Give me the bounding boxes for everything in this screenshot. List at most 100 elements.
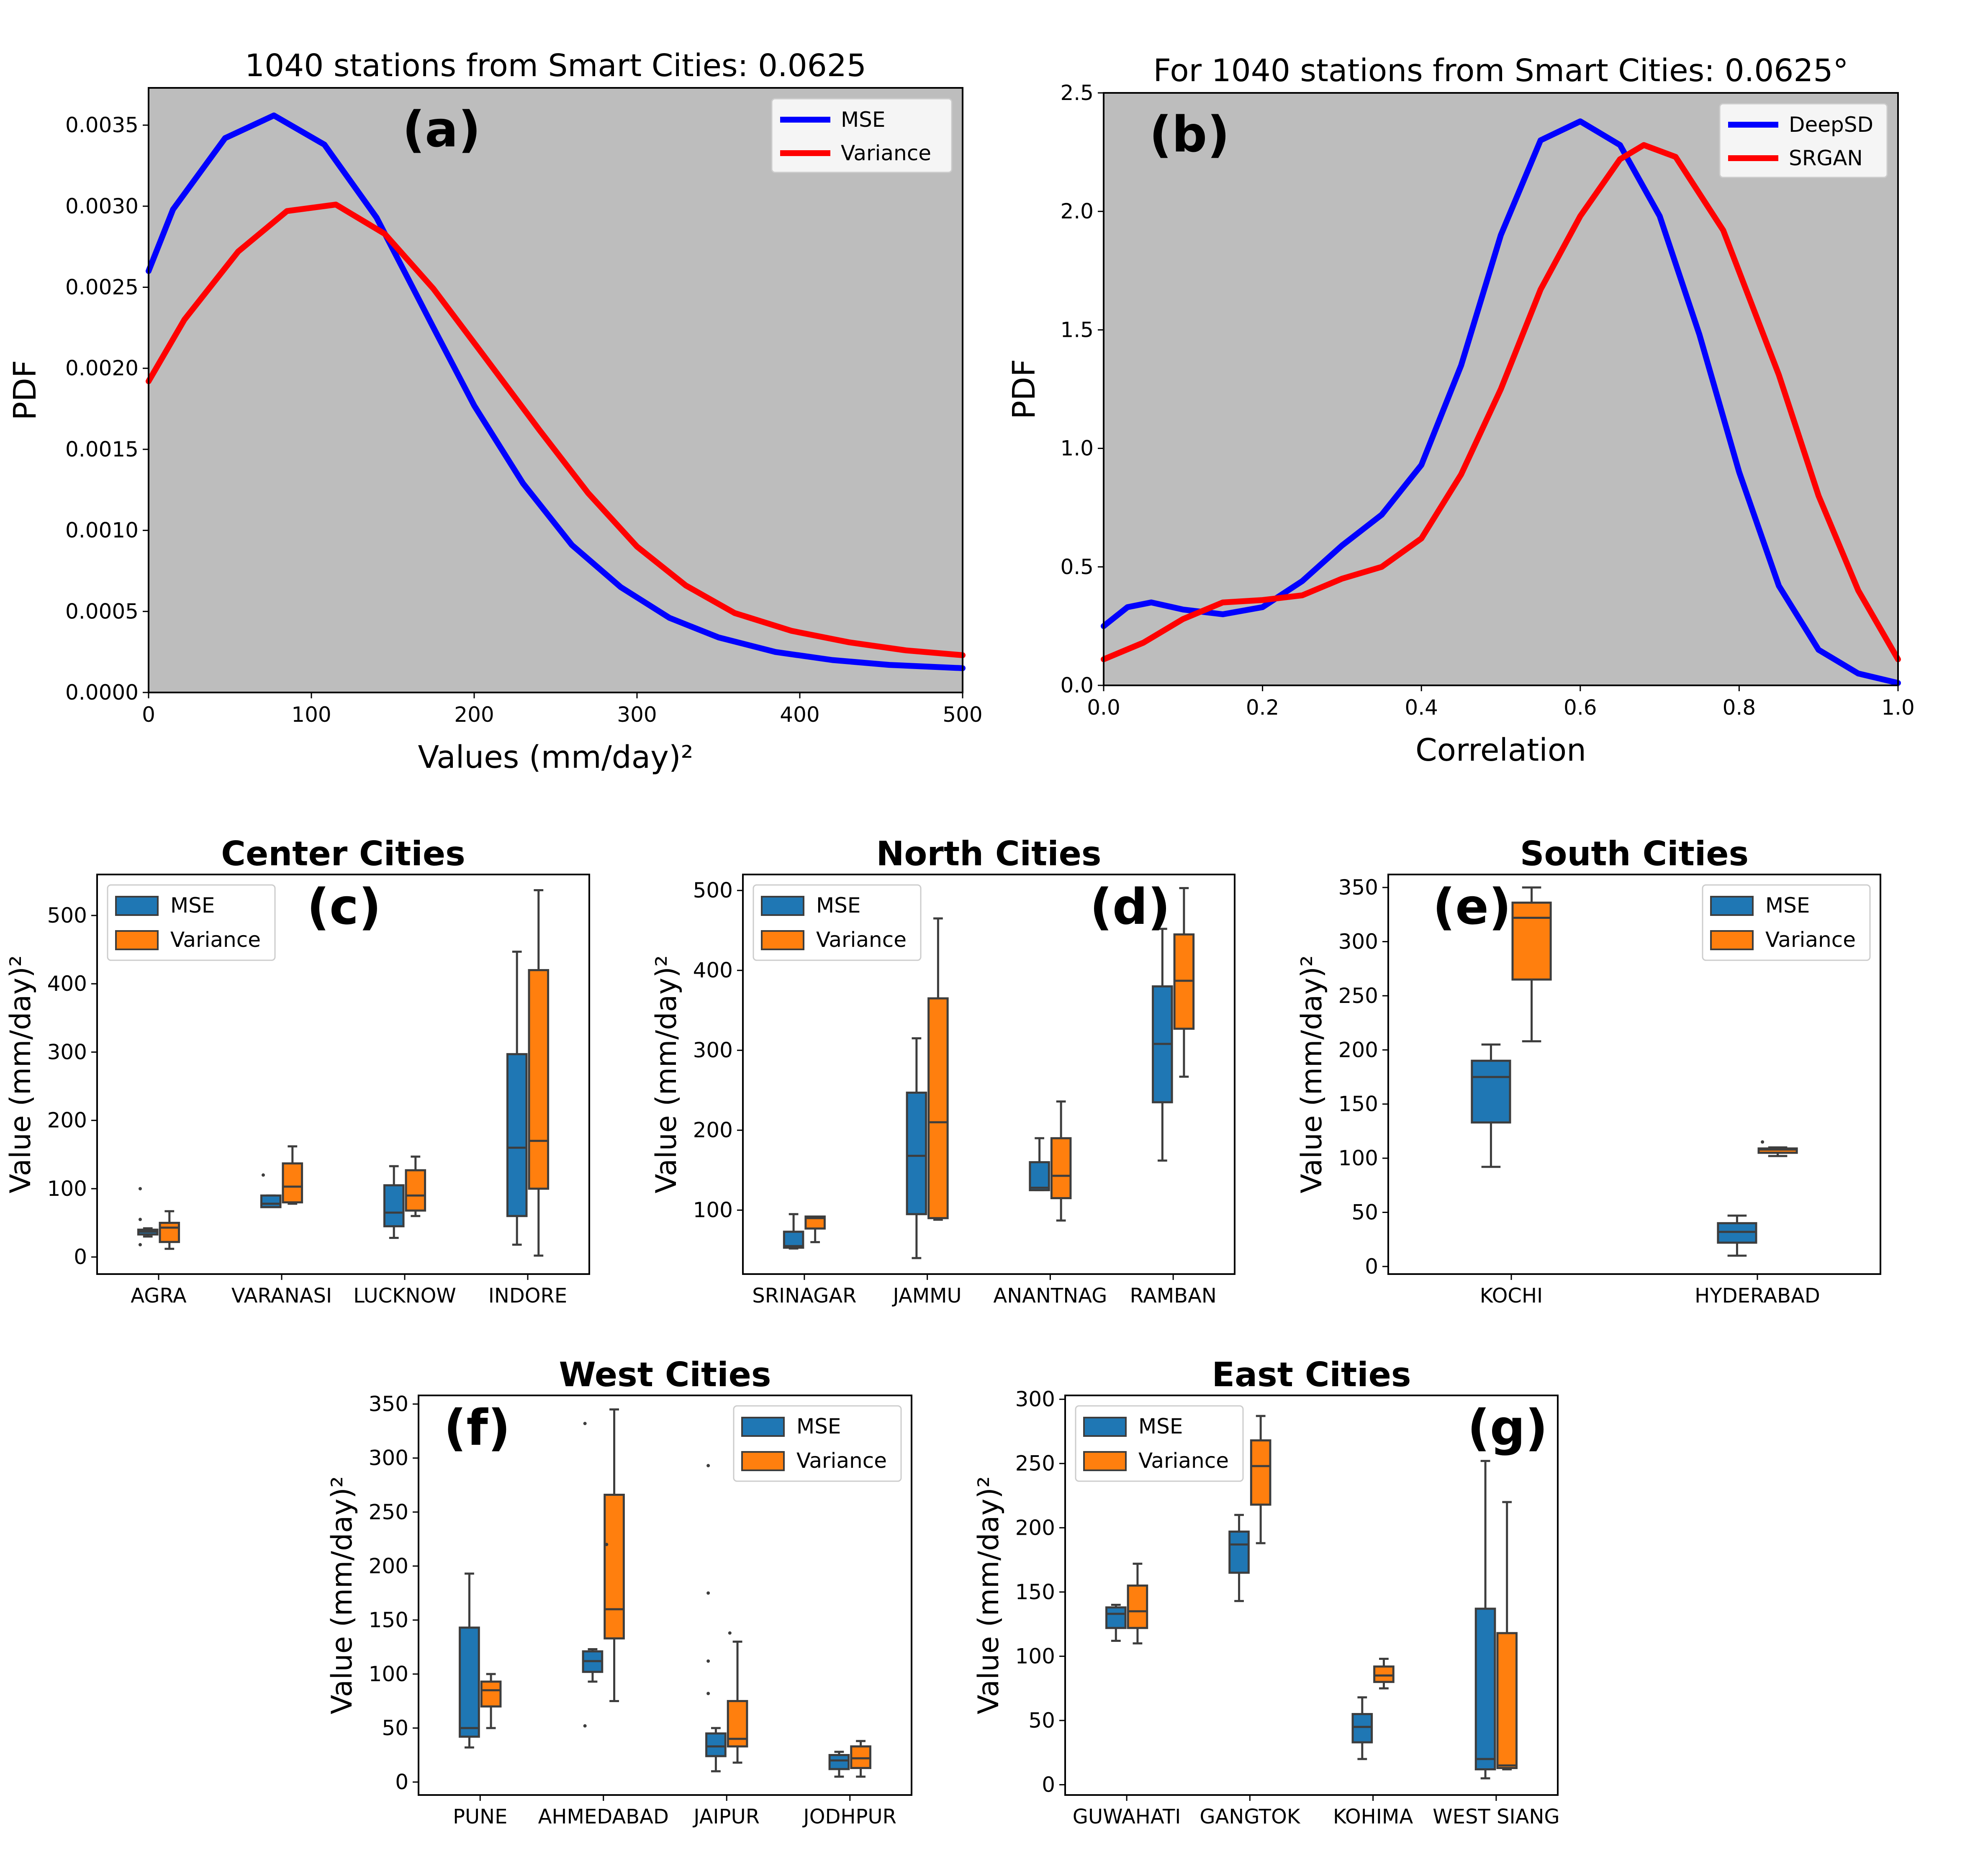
y-tick-label: 500 — [47, 903, 87, 928]
panel-label: (d) — [1090, 878, 1170, 936]
legend-swatch-mse — [1083, 1417, 1127, 1437]
box-variance-pune — [480, 1673, 502, 1729]
x-tick-label: 0.6 — [1564, 695, 1597, 720]
panel-label: (a) — [402, 100, 481, 158]
y-tick-label: 0.0035 — [65, 113, 139, 137]
box-variance-hyderabad — [1757, 1140, 1798, 1157]
outlier-point — [1761, 1140, 1765, 1144]
y-tick-label: 400 — [47, 972, 87, 996]
chart-title: Center Cities — [221, 834, 465, 873]
box-body — [705, 1732, 727, 1757]
outlier-point — [706, 1692, 710, 1695]
x-axis-label: Values (mm/day)² — [418, 739, 693, 775]
plot-frame — [96, 874, 590, 1275]
legend: MSE Variance — [771, 98, 953, 173]
box-variance-jammu — [927, 917, 949, 1221]
x-tick-label: SRINAGAR — [752, 1284, 856, 1308]
outlier-point — [138, 1243, 142, 1246]
panel-label: (b) — [1149, 105, 1230, 163]
y-tick-label: 200 — [1015, 1516, 1055, 1540]
y-tick-label: 150 — [1338, 1092, 1378, 1116]
y-tick-label: 200 — [1338, 1038, 1378, 1062]
chart-title: South Cities — [1520, 834, 1749, 873]
plot-frame — [1387, 874, 1881, 1275]
x-tick-label: 0.2 — [1246, 695, 1279, 720]
y-tick-label: 1.5 — [1060, 318, 1094, 342]
legend-label: MSE — [1138, 1414, 1183, 1439]
legend-swatch-variance — [1083, 1451, 1127, 1471]
y-tick-label: 0.0025 — [65, 275, 139, 300]
legend-swatch-variance — [115, 930, 159, 950]
x-tick-label: 100 — [291, 703, 331, 727]
y-tick-label: 300 — [1015, 1387, 1055, 1411]
y-tick-label: 0.0030 — [65, 194, 139, 218]
y-tick-label: 350 — [1338, 875, 1378, 900]
box-body — [282, 1162, 303, 1204]
plot-frame — [148, 87, 963, 693]
box-body — [1757, 1147, 1798, 1154]
legend-label: Variance — [796, 1449, 887, 1473]
box-mse-agra — [137, 1187, 159, 1246]
y-tick-label: 200 — [369, 1554, 408, 1578]
y-axis-label: Value (mm/day)² — [650, 955, 683, 1193]
box-body — [459, 1626, 480, 1738]
box-body — [1471, 1059, 1511, 1124]
box-variance-west-siang — [1496, 1501, 1518, 1771]
y-tick-label: 100 — [1015, 1644, 1055, 1668]
box-body — [1029, 1161, 1050, 1191]
outlier-point — [706, 1659, 710, 1663]
legend: MSE Variance — [107, 884, 276, 961]
y-tick-label: 0 — [1365, 1254, 1378, 1279]
box-body — [1511, 901, 1552, 981]
x-tick-label: 0 — [142, 703, 155, 727]
legend-label: Variance — [1765, 928, 1856, 952]
y-tick-label: 250 — [369, 1500, 408, 1524]
chart-title: West Cities — [559, 1355, 771, 1394]
box-body — [604, 1493, 625, 1640]
y-tick-label: 200 — [693, 1118, 733, 1142]
box-mse-pune — [459, 1572, 480, 1749]
box-variance-guwahati — [1127, 1562, 1148, 1645]
box-body — [1228, 1530, 1250, 1574]
y-tick-label: 50 — [1028, 1708, 1055, 1733]
box-mse-ramban — [1152, 928, 1173, 1162]
x-tick-label: GUWAHATI — [1073, 1805, 1181, 1828]
series-line-mse — [146, 112, 966, 671]
box-body — [1373, 1665, 1395, 1683]
outlier-point — [706, 1464, 710, 1467]
y-tick-label: 100 — [1338, 1146, 1378, 1170]
box-variance-ahmedabad — [604, 1408, 625, 1702]
box-body — [383, 1184, 405, 1228]
y-tick-label: 0.0015 — [65, 437, 139, 462]
y-tick-label: 100 — [47, 1177, 87, 1201]
legend-label: Variance — [841, 141, 931, 165]
box-mse-kochi — [1471, 1043, 1511, 1168]
box-variance-anantnag — [1050, 1100, 1072, 1222]
legend-label: MSE — [816, 893, 860, 918]
legend-swatch-variance — [741, 1451, 785, 1471]
plot-frame — [1064, 1395, 1559, 1796]
outlier-point — [138, 1218, 142, 1221]
box-body — [528, 969, 550, 1190]
x-tick-label: AHMEDABAD — [538, 1805, 669, 1828]
y-axis-label: PDF — [7, 360, 43, 420]
legend: MSE Variance — [753, 884, 922, 961]
y-tick-label: 100 — [369, 1662, 408, 1686]
box-mse-indore — [506, 950, 528, 1246]
y-tick-label: 100 — [693, 1198, 733, 1222]
y-tick-label: 300 — [47, 1040, 87, 1064]
legend-label: MSE — [841, 108, 885, 132]
y-tick-label: 200 — [47, 1108, 87, 1133]
box-variance-agra — [159, 1210, 180, 1250]
box-mse-anantnag — [1029, 1137, 1050, 1191]
panel-f: PUNE AHMEDABAD JAIPUR JODHPUR 0 50 100 150 200 25… — [326, 1355, 912, 1828]
box-body — [506, 1053, 528, 1217]
legend-label: Variance — [1138, 1449, 1229, 1473]
plot-frame — [418, 1395, 912, 1796]
y-tick-label: 50 — [1351, 1200, 1378, 1224]
y-tick-label: 0.0 — [1060, 673, 1094, 697]
box-variance-kochi — [1511, 886, 1552, 1043]
y-tick-label: 0.0010 — [65, 518, 139, 543]
legend: MSE Variance — [1075, 1405, 1244, 1482]
